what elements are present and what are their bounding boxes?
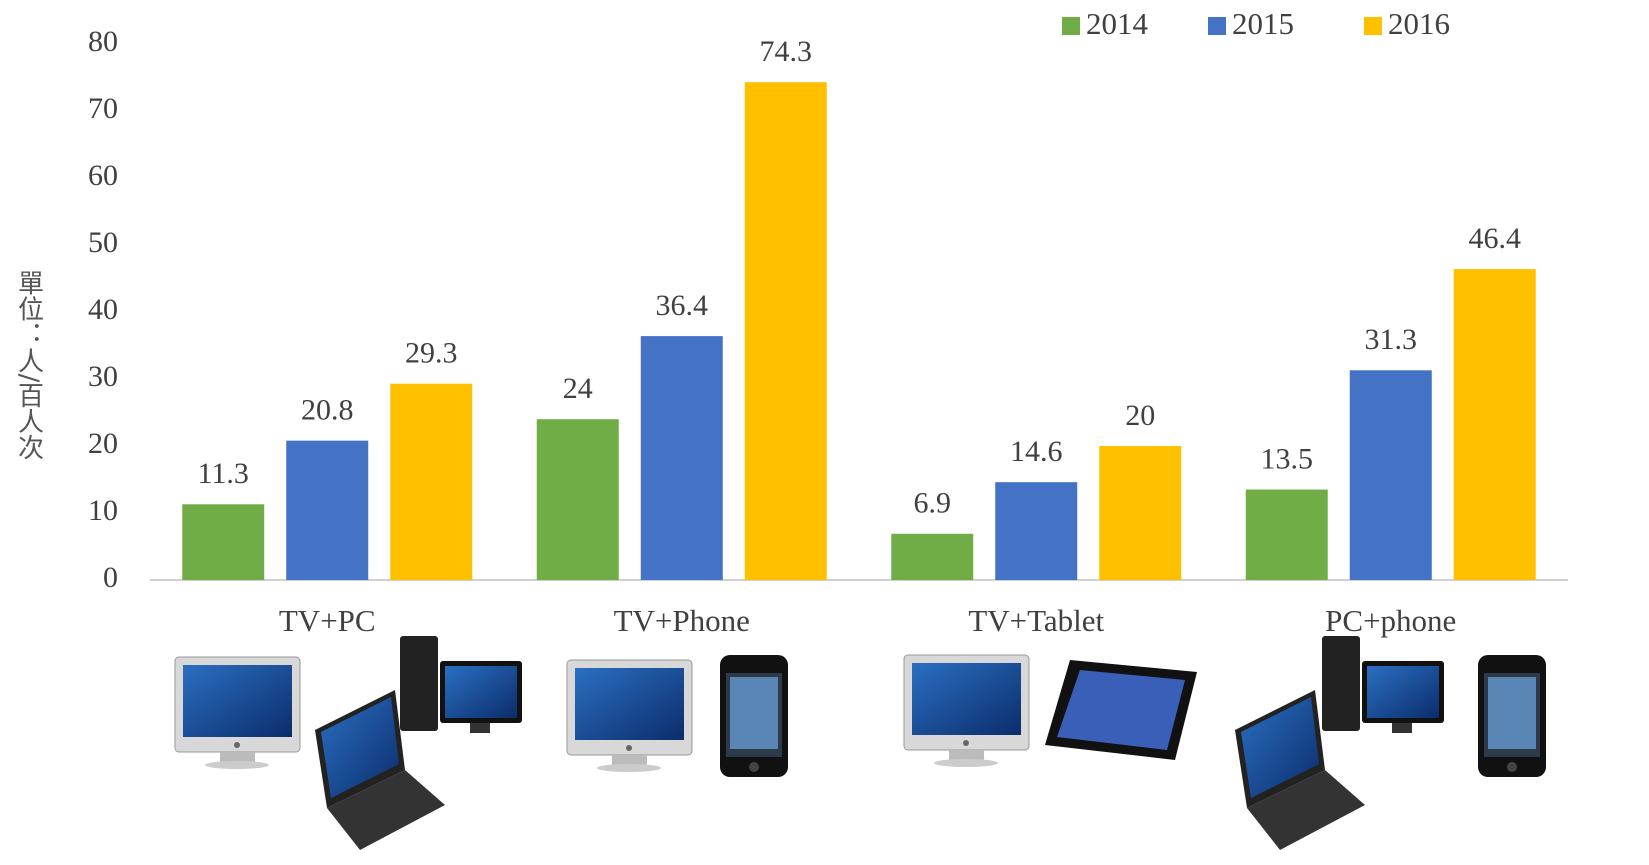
legend-label: 2016 (1388, 6, 1450, 41)
legend-label: 2014 (1086, 6, 1149, 41)
legend-swatch (1364, 17, 1382, 35)
data-label: 31.3 (1365, 323, 1418, 356)
bar (1454, 269, 1536, 580)
chart: 單位：人/百人次 0 10 20 30 40 50 60 70 80 TV+PC 11.3 20.8 2… (0, 0, 1649, 865)
bar (286, 441, 368, 580)
y-tick-label: 0 (103, 561, 118, 594)
y-tick-label: 50 (88, 226, 118, 259)
bar (1099, 446, 1181, 580)
legend-swatch (1208, 17, 1226, 35)
y-tick-label: 70 (88, 92, 118, 125)
y-tick-label: 40 (88, 293, 118, 326)
data-label: 14.6 (1010, 435, 1063, 468)
data-label: 6.9 (914, 487, 952, 520)
bar (995, 482, 1077, 580)
x-tick-label: PC+phone (1325, 603, 1456, 638)
bar (390, 384, 472, 580)
data-label: 11.3 (198, 457, 249, 490)
data-label: 20.8 (301, 394, 354, 427)
data-label: 24 (563, 372, 593, 405)
bar (537, 419, 619, 580)
bar (1246, 490, 1328, 580)
bar (891, 534, 973, 580)
y-tick-label: 80 (88, 25, 118, 58)
bar (1350, 370, 1432, 580)
bar (641, 336, 723, 580)
legend-label: 2015 (1232, 6, 1294, 41)
x-tick-label: TV+Phone (614, 603, 750, 638)
x-tick-label: TV+Tablet (968, 603, 1104, 638)
data-label: 20 (1125, 399, 1155, 432)
data-label: 74.3 (760, 35, 813, 68)
y-tick-label: 10 (88, 494, 118, 527)
data-label: 13.5 (1261, 442, 1314, 475)
legend-swatch (1062, 17, 1080, 35)
bar (745, 82, 827, 580)
y-tick-label: 30 (88, 360, 118, 393)
bar (182, 504, 264, 580)
device-images (175, 636, 1546, 850)
y-tick-label: 20 (88, 427, 118, 460)
data-label: 29.3 (405, 337, 458, 370)
data-label: 46.4 (1469, 222, 1522, 255)
data-label: 36.4 (656, 289, 709, 322)
y-tick-label: 60 (88, 159, 118, 192)
y-axis-label: 單位：人/百人次 (14, 270, 44, 461)
x-tick-label: TV+PC (279, 603, 376, 638)
